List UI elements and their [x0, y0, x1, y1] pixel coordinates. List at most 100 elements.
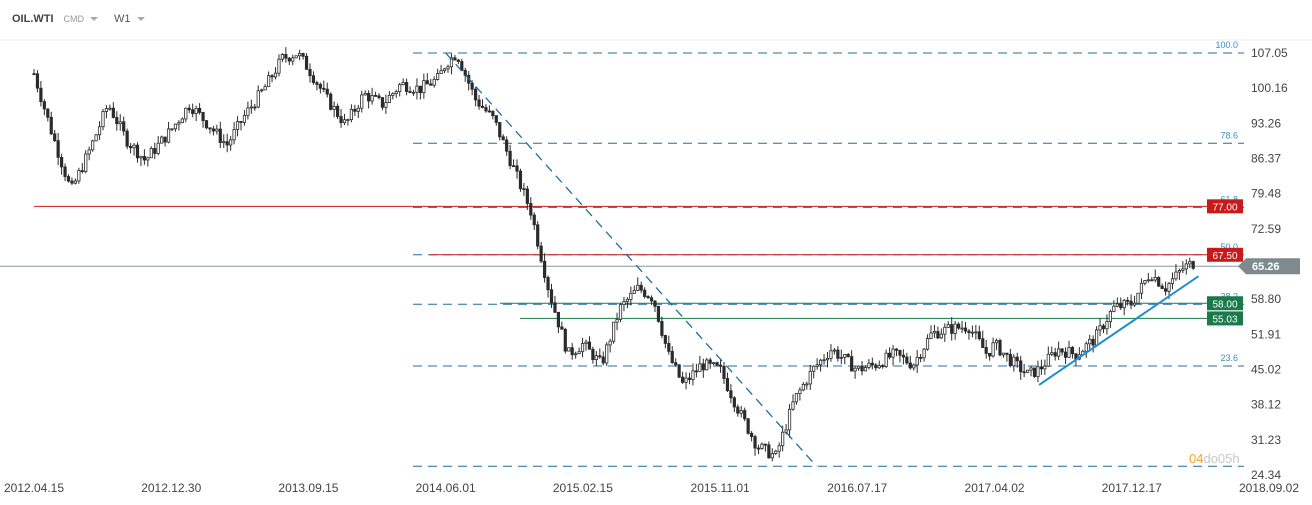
candle-body: [608, 340, 612, 346]
candle-body: [70, 180, 74, 184]
candle-body: [743, 410, 747, 420]
candle-body: [1136, 292, 1140, 304]
timeframe-dropdown[interactable]: W1: [114, 13, 145, 25]
candle-body: [470, 82, 474, 90]
candle-body: [270, 75, 274, 78]
candle-body: [746, 418, 750, 434]
fib-level-label: 50.0: [1220, 242, 1238, 252]
candle-body: [1070, 346, 1075, 355]
candle-body: [277, 58, 281, 74]
brand-watermark: 04do05h: [1189, 451, 1240, 466]
candle-body: [570, 347, 574, 356]
candle-body: [736, 406, 740, 414]
candle-body: [829, 350, 833, 359]
candle-body: [187, 107, 191, 111]
candle-body: [463, 69, 467, 76]
candle-body: [574, 353, 578, 356]
candle-body: [791, 401, 795, 410]
candle-body: [1019, 360, 1023, 373]
candle-body: [1012, 356, 1016, 367]
candle-body: [653, 300, 657, 307]
candle-body: [46, 108, 50, 118]
candle-body: [884, 352, 888, 367]
uptrend-line: [1038, 275, 1200, 386]
candle-body: [139, 155, 143, 159]
candle-body: [235, 121, 240, 131]
candle-body: [618, 304, 623, 320]
candle-body: [177, 122, 181, 125]
candle-body: [605, 344, 609, 364]
candle-body: [770, 453, 774, 459]
candle-body: [687, 377, 692, 380]
candle-body: [767, 444, 771, 459]
candle-body: [360, 94, 364, 109]
candle-body: [1091, 338, 1095, 346]
candle-body: [784, 429, 788, 433]
candle-body: [160, 136, 164, 144]
candle-body: [73, 180, 77, 184]
current-price-tag: [1238, 258, 1300, 275]
candle-body: [639, 284, 643, 291]
y-axis-tick-label: 45.02: [1251, 362, 1281, 376]
candle-body: [422, 80, 426, 94]
candle-body: [446, 66, 450, 70]
candle-body: [515, 165, 519, 172]
candle-body: [856, 365, 861, 369]
candle-body: [356, 107, 360, 112]
candle-body: [367, 92, 371, 102]
price-level-tag-label: 55.03: [1212, 314, 1237, 325]
candle-body: [505, 139, 509, 152]
candle-body: [819, 359, 823, 366]
candle-body: [56, 140, 60, 158]
candle-body: [1170, 278, 1175, 284]
candle-body: [401, 82, 405, 86]
y-axis-tick-label: 31.23: [1251, 433, 1281, 447]
candle-body: [1088, 338, 1092, 345]
candle-body: [342, 119, 347, 124]
candle-body: [94, 134, 98, 142]
candle-body: [153, 148, 157, 154]
candle-body: [1105, 321, 1109, 330]
candle-body: [229, 139, 233, 146]
candle-body: [798, 389, 802, 394]
candle-body: [363, 92, 367, 96]
candle-body: [1184, 263, 1188, 270]
candle-body: [984, 347, 988, 354]
candle-body: [473, 88, 478, 101]
candle-body: [670, 350, 674, 364]
candle-body: [246, 107, 250, 116]
y-axis-tick-label: 58.80: [1251, 292, 1281, 306]
candle-body: [625, 299, 630, 302]
candle-body: [815, 364, 819, 367]
candle-body: [1115, 303, 1119, 307]
candle-body: [646, 296, 650, 299]
candle-body: [1143, 280, 1147, 284]
candle-body: [480, 105, 485, 108]
candle-body: [539, 245, 543, 262]
candle-body: [1060, 348, 1064, 353]
candle-body: [563, 328, 567, 352]
candle-body: [560, 326, 564, 330]
candle-body: [329, 93, 333, 110]
candle-body: [339, 116, 343, 124]
candle-body: [953, 323, 957, 334]
candle-body: [53, 133, 57, 142]
candle-body: [115, 117, 119, 125]
candle-body: [1053, 352, 1057, 357]
candle-body: [377, 95, 381, 98]
candle-body: [353, 108, 357, 112]
price-level-tag: [1207, 247, 1243, 262]
candle-body: [760, 443, 764, 449]
candle-body: [1164, 288, 1168, 292]
candle-body: [843, 354, 847, 358]
instrument-type-dropdown[interactable]: CMD: [64, 14, 99, 24]
candle-body: [170, 128, 174, 131]
candle-body: [708, 359, 712, 364]
x-axis-tick-label: 2016.07.17: [827, 481, 887, 495]
candle-body: [677, 364, 681, 378]
candle-body: [1177, 270, 1181, 273]
candle-body: [498, 122, 502, 138]
candle-body: [808, 370, 812, 385]
candle-body: [484, 107, 488, 112]
